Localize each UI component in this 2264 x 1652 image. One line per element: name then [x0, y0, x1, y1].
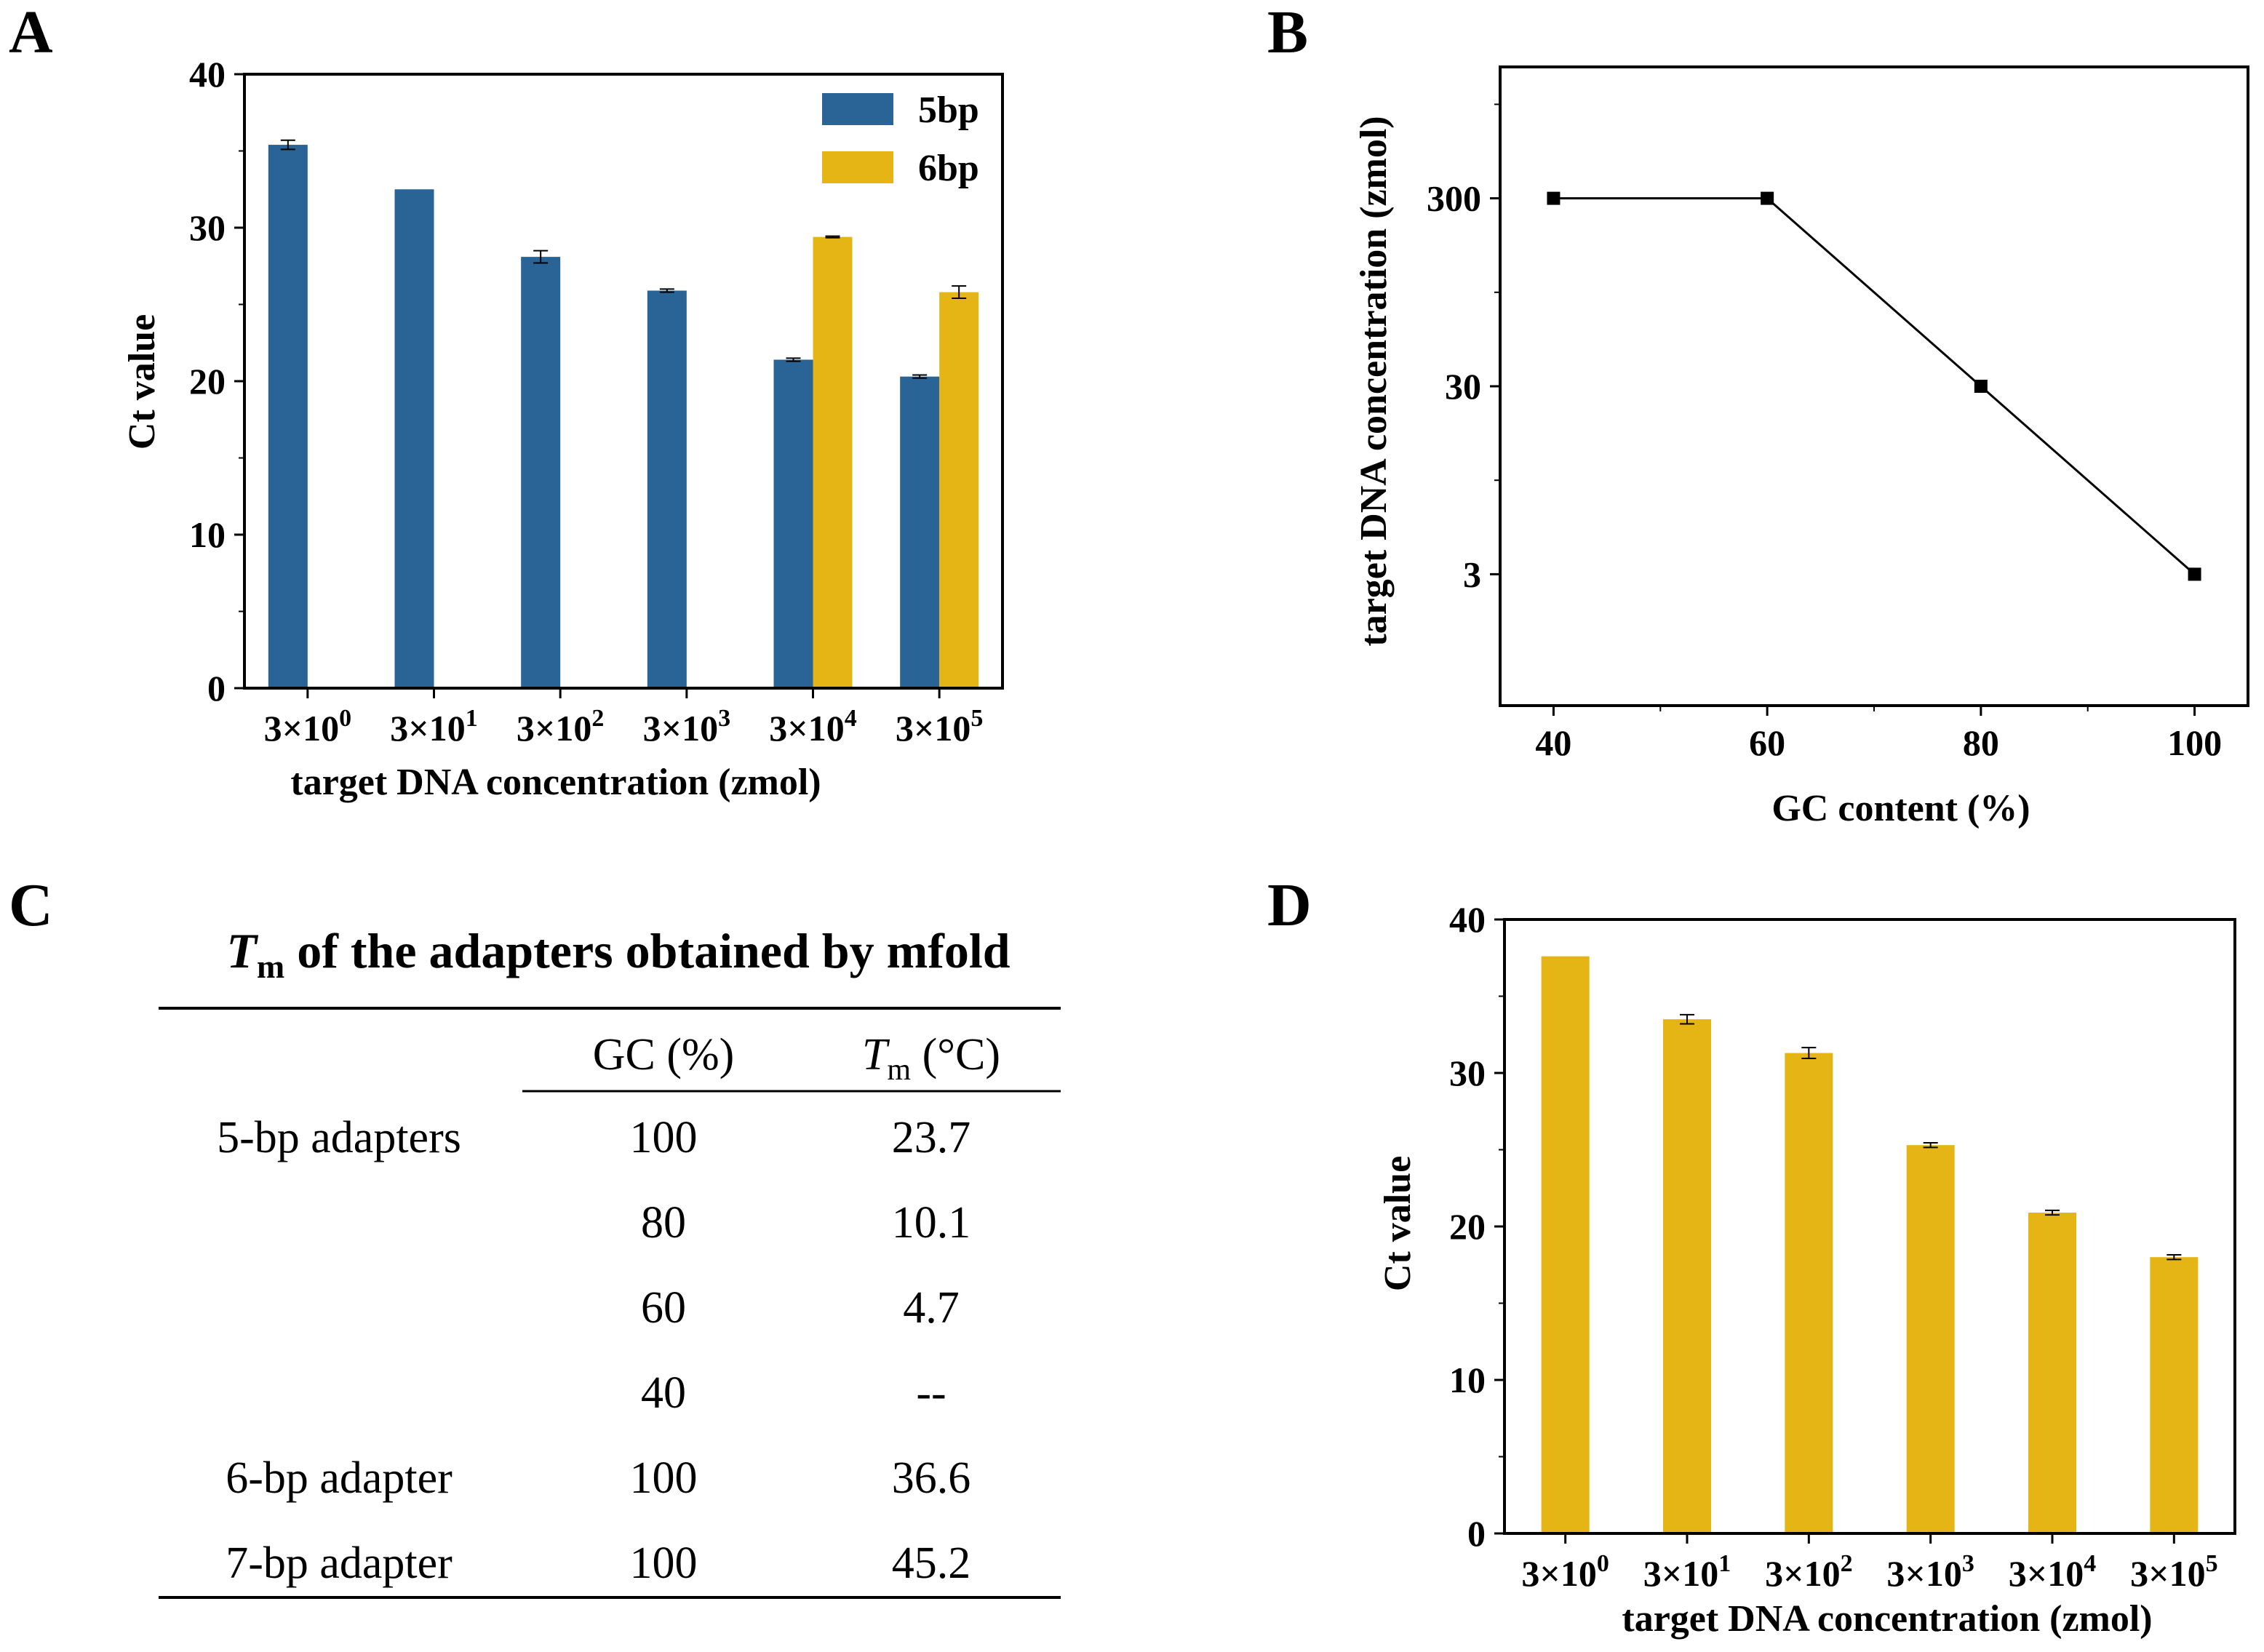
chart-a-bar-5bp-4 — [773, 359, 813, 688]
legend-label-5bp: 5bp — [918, 89, 979, 131]
chart-d-xtick-label-0: 3×100 — [1521, 1550, 1609, 1594]
table-header-gc: GC (%) — [593, 1030, 735, 1080]
chart-a-xtick-label-1: 3×101 — [390, 705, 478, 749]
chart-d-xtick-label-1: 3×101 — [1643, 1550, 1731, 1594]
chart-d-ylabel: Ct value — [1377, 1156, 1419, 1291]
legend-label-6bp: 6bp — [918, 148, 979, 189]
chart-a-marks: 3×100 3×101 3×102 3×103 3×104 3×105 0 10 20 30 40 — [189, 54, 1004, 749]
chart-b-xtick-label-3: 100 — [2167, 722, 2222, 763]
chart-d-frame — [1503, 918, 2236, 1535]
panel-label-a: A — [9, 0, 53, 66]
chart-b-marks: 40 60 80 100 3 30 300 — [1427, 65, 2249, 763]
chart-d-xlabel: target DNA concentration (zmol) — [1622, 1598, 2152, 1640]
chart-a-ylabel: Ct value — [121, 314, 163, 450]
chart-d-bar-Ct-5 — [2150, 1257, 2199, 1533]
chart-d-ytick-label-2: 20 — [1449, 1206, 1486, 1247]
table-header-tm-t: T — [862, 1030, 890, 1080]
table-cell-tm-1: 10.1 — [892, 1198, 971, 1248]
table-cell-gc-1: 80 — [641, 1198, 686, 1248]
chart-d-bar-Ct-3 — [1906, 1145, 1955, 1533]
chart-d-xtick-label-5: 3×105 — [2130, 1550, 2218, 1594]
panel-label-d: D — [1267, 871, 1312, 939]
chart-b-ytick-label-1: 30 — [1445, 366, 1481, 407]
table-cell-group-4: 6-bp adapter — [226, 1453, 453, 1503]
chart-a-frame — [243, 73, 1004, 690]
chart-a-bar-5bp-1 — [394, 189, 434, 688]
table-rows: 5-bp adapters 100 23.7 80 10.1 60 4.7 40 -- 6-bp … — [217, 1113, 970, 1588]
chart-d-ytick-label-3: 30 — [1449, 1053, 1486, 1093]
chart-d-xtick-label-2: 3×102 — [1765, 1550, 1853, 1594]
chart-b-xtick-label-0: 40 — [1535, 722, 1571, 763]
chart-a-bar-6bp-5 — [939, 292, 979, 688]
table-cell-gc-0: 100 — [630, 1113, 698, 1162]
chart-d-ytick-label-4: 40 — [1449, 899, 1486, 940]
table-cell-tm-3: -- — [916, 1368, 946, 1418]
chart-a-ytick-label-2: 20 — [189, 361, 226, 402]
table-title: Tm of the adapters obtained by mfold — [226, 923, 1010, 985]
chart-b-ylabel: target DNA concentration (zmol) — [1353, 116, 1395, 646]
chart-a: 3×100 3×101 3×102 3×103 3×104 3×105010203040 … — [121, 54, 1004, 803]
chart-a-bar-5bp-5 — [900, 376, 940, 688]
chart-b-point-3 — [2188, 567, 2201, 581]
table-cell-tm-5: 45.2 — [892, 1539, 971, 1588]
chart-b-frame — [1499, 65, 2249, 707]
table-cell-tm-2: 4.7 — [903, 1283, 960, 1333]
chart-d-marks: 3×100 3×101 3×102 3×103 3×104 3×105 0 10 20 30 40 — [1449, 899, 2236, 1594]
table-cell-group-0: 5-bp adapters — [217, 1113, 461, 1162]
table-cell-gc-5: 100 — [630, 1539, 698, 1588]
chart-a-bar-5bp-0 — [268, 145, 308, 688]
chart-d-ytick-label-1: 10 — [1449, 1360, 1486, 1400]
panel-label-c: C — [9, 871, 53, 939]
table-cell-tm-0: 23.7 — [892, 1113, 971, 1162]
chart-b-xlabel: GC content (%) — [1771, 788, 2030, 829]
chart-b-ytick-label-2: 300 — [1427, 178, 1481, 219]
chart-a-bar-5bp-2 — [521, 257, 561, 689]
chart-a-xtick-label-4: 3×104 — [769, 705, 857, 749]
chart-a-ytick-label-3: 30 — [189, 207, 226, 248]
chart-d-bar-Ct-1 — [1663, 1019, 1711, 1533]
chart-d-xtick-label-4: 3×104 — [2009, 1550, 2097, 1594]
chart-a-bar-5bp-3 — [647, 290, 687, 688]
chart-b-ytick-label-0: 3 — [1463, 554, 1481, 594]
legend-swatch-6bp — [822, 151, 893, 183]
table-cell-gc-2: 60 — [641, 1283, 686, 1333]
chart-a-ytick-label-4: 40 — [189, 54, 226, 95]
chart-a-ytick-label-0: 0 — [207, 668, 226, 709]
table-cell-gc-4: 100 — [630, 1453, 698, 1503]
panel-label-b: B — [1267, 0, 1308, 66]
chart-b-point-2 — [1974, 380, 1988, 393]
chart-b-point-0 — [1547, 191, 1561, 205]
chart-b: 40 60 80 100 3 30 300 GC content (%) target DN… — [1353, 65, 2249, 829]
chart-a-xlabel: target DNA concentration (zmol) — [290, 762, 821, 803]
table-c: Tm of the adapters obtained by mfold GC … — [159, 923, 1061, 1599]
table-header-tm-sub: m — [887, 1053, 911, 1087]
chart-d-bar-Ct-2 — [1785, 1053, 1833, 1533]
chart-a-xtick-label-0: 3×100 — [264, 705, 352, 749]
chart-b-xtick-label-2: 80 — [1963, 722, 1999, 763]
chart-a-ytick-label-1: 10 — [189, 514, 226, 555]
table-title-rest: of the adapters obtained by mfold — [284, 923, 1011, 978]
chart-b-line — [1553, 197, 2196, 575]
table-header-tm: Tm (°C) — [862, 1030, 1000, 1087]
table-title-sub: m — [257, 948, 284, 985]
chart-a-xtick-label-3: 3×103 — [643, 705, 730, 749]
table-title-t: T — [226, 923, 258, 978]
chart-d-bar-Ct-4 — [2028, 1213, 2076, 1533]
table-cell-group-5: 7-bp adapter — [226, 1539, 453, 1588]
chart-a-legend: 5bp 6bp — [822, 89, 979, 189]
chart-a-bar-6bp-4 — [813, 236, 853, 688]
table-cell-gc-3: 40 — [641, 1368, 686, 1418]
chart-b-xtick-label-1: 60 — [1749, 722, 1785, 763]
chart-b-point-1 — [1761, 191, 1774, 205]
chart-d: 3×100 3×101 3×102 3×103 3×104 3×105010203040 … — [1377, 899, 2236, 1640]
chart-a-xtick-label-2: 3×102 — [517, 705, 605, 749]
table-header-tm-rest: (°C) — [911, 1030, 1000, 1080]
chart-d-bar-Ct-0 — [1541, 956, 1590, 1533]
chart-d-ytick-label-0: 0 — [1467, 1513, 1486, 1554]
legend-swatch-5bp — [822, 93, 893, 125]
chart-d-xtick-label-3: 3×103 — [1886, 1550, 1974, 1594]
chart-a-xtick-label-5: 3×105 — [896, 705, 984, 749]
table-cell-tm-4: 36.6 — [892, 1453, 971, 1503]
